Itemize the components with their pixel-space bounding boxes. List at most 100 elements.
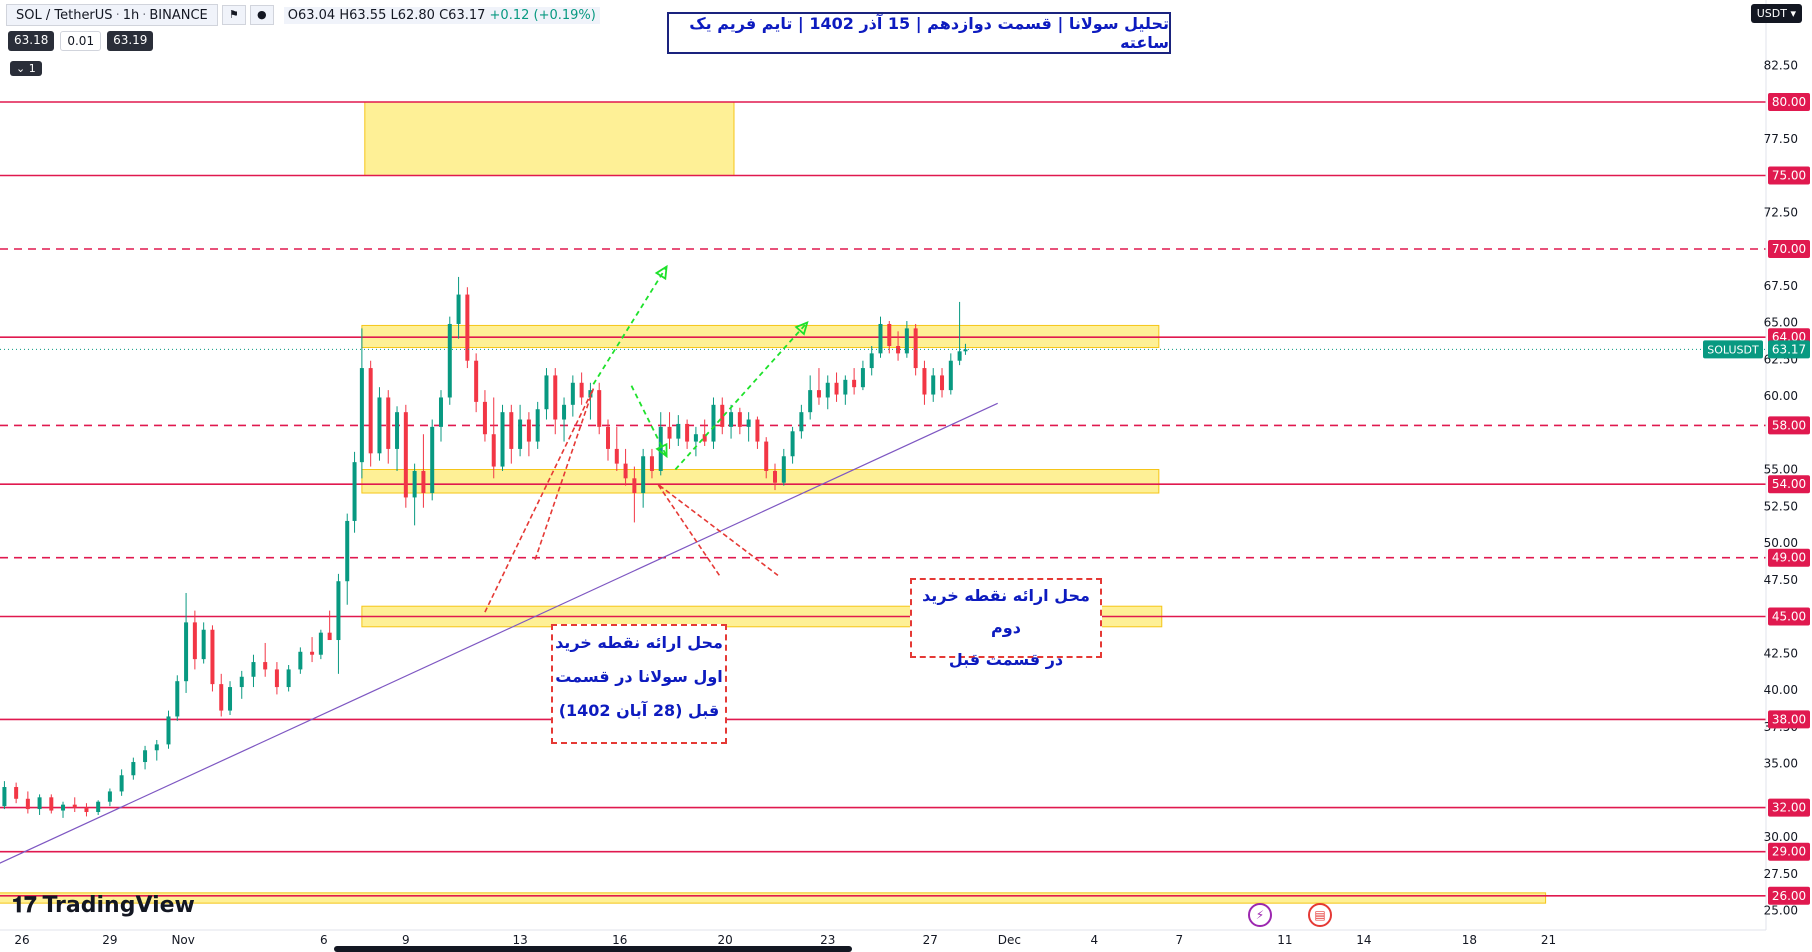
symbol-header: SOL / TetherUS · 1h · BINANCE ⚑ ● O63.04…: [6, 4, 600, 26]
x-tick-label: 29: [102, 933, 117, 947]
y-tick-label: 25.00: [1764, 904, 1798, 918]
candle-body: [667, 426, 672, 439]
indicator-collapse-button[interactable]: ⌄ 1: [10, 61, 42, 76]
candle-body: [720, 404, 725, 427]
candle-body: [963, 349, 968, 352]
candle-body: [553, 375, 558, 420]
candle-body: [131, 762, 136, 776]
symbol-name[interactable]: SOL / TetherUS: [16, 7, 113, 23]
level-badge-label: 38.00: [1772, 712, 1806, 726]
candle-body: [298, 651, 303, 670]
candle-body: [931, 375, 936, 395]
symbol-selector[interactable]: SOL / TetherUS · 1h · BINANCE: [6, 4, 218, 26]
separator: ·: [115, 7, 120, 23]
x-tick-label: 7: [1176, 933, 1184, 947]
x-tick-label: 26: [14, 933, 29, 947]
symbol-tag: [1703, 340, 1763, 359]
flag-icon[interactable]: ⚑: [221, 5, 246, 25]
candle-body: [219, 684, 224, 711]
candle-body: [940, 375, 945, 391]
x-tick-label: 16: [612, 933, 627, 947]
candle-body: [896, 346, 901, 354]
candle-body: [579, 382, 584, 398]
candle-body: [790, 431, 795, 457]
x-tick-label: Dec: [998, 933, 1021, 947]
level-badge: [1768, 710, 1810, 729]
level-badge: [1768, 607, 1810, 626]
first-buy-point-note: محل ارائه نقطه خرید اول سولانا در قسمت ق…: [551, 624, 727, 744]
candle-body: [37, 797, 42, 810]
y-tick-label: 35.00: [1764, 757, 1798, 771]
x-tick-label: 14: [1356, 933, 1371, 947]
zone-rect-2: [361, 469, 1160, 494]
bid-price[interactable]: 63.18: [8, 31, 55, 51]
y-tick-label: 42.50: [1764, 646, 1798, 660]
candle-body: [412, 470, 417, 498]
candle-body: [755, 419, 760, 442]
candle-body: [887, 323, 892, 347]
zone-rect-4: [0, 892, 1547, 904]
level-badge: [1768, 548, 1810, 567]
candle-body: [336, 581, 341, 641]
candle-body: [676, 423, 681, 439]
us-flag-event-icon[interactable]: ▤: [1308, 903, 1332, 927]
candle-body: [843, 379, 848, 395]
tradingview-logo[interactable]: 𝟏𝟕 TradingView: [12, 893, 195, 918]
dot-icon[interactable]: ●: [249, 5, 274, 25]
candle-body: [562, 404, 567, 420]
y-tick-label: 72.50: [1764, 205, 1798, 219]
time-scrollbar[interactable]: [334, 946, 852, 952]
last-price-label: 63.17: [1772, 342, 1806, 356]
candle-body: [957, 351, 962, 361]
candle-body: [327, 632, 332, 641]
candle-body: [25, 798, 30, 810]
ohlc-readout: O63.04 H63.55 L62.80 C63.17 +0.12 (+0.19…: [283, 6, 600, 24]
candle-body: [816, 390, 821, 398]
y-tick-label: 60.00: [1764, 389, 1798, 403]
y-tick-label: 52.50: [1764, 499, 1798, 513]
x-tick-label: 6: [320, 933, 328, 947]
tradingview-mark-icon: 𝟏𝟕: [12, 893, 37, 918]
candle-body: [597, 390, 602, 427]
candle-body: [175, 681, 180, 717]
y-tick-label: 47.50: [1764, 573, 1798, 587]
y-tick-label: 27.50: [1764, 867, 1798, 881]
level-badge: [1768, 475, 1810, 494]
candle-body: [368, 368, 373, 454]
candle-body: [84, 807, 89, 813]
level-badge-label: 32.00: [1772, 801, 1806, 815]
candle-body: [2, 787, 7, 807]
level-badge: [1768, 416, 1810, 435]
x-tick-label: 21: [1541, 933, 1556, 947]
candle-body: [274, 669, 279, 688]
candle-body: [869, 353, 874, 369]
x-tick-label: 20: [718, 933, 733, 947]
currency-selector[interactable]: USDT ▾: [1750, 4, 1802, 23]
ask-price[interactable]: 63.19: [107, 31, 154, 51]
y-tick-label: 40.00: [1764, 683, 1798, 697]
candle-body: [251, 662, 256, 677]
candle-body: [544, 375, 549, 410]
candle-body: [286, 669, 291, 688]
callout-pointer-0: [484, 388, 595, 613]
y-tick-label: 82.50: [1764, 58, 1798, 72]
candle-body: [948, 360, 953, 391]
level-badge-label: 54.00: [1772, 477, 1806, 491]
ohlc-close: C63.17: [439, 7, 486, 23]
ohlc-low: L62.80: [390, 7, 435, 23]
candle-body: [632, 478, 637, 494]
candle-body: [737, 412, 742, 427]
candle-body: [500, 412, 505, 467]
last-price-badge: [1768, 340, 1810, 359]
lightning-event-icon[interactable]: ⚡: [1248, 903, 1272, 927]
projection-arrowhead: [655, 442, 668, 459]
candle-body: [860, 368, 865, 388]
candle-body: [570, 382, 575, 405]
interval-label[interactable]: 1h: [122, 7, 140, 23]
candle-body: [693, 434, 698, 442]
candle-body: [263, 662, 268, 670]
candle-body: [474, 360, 479, 402]
candle-body: [239, 676, 244, 688]
candle-body: [482, 401, 487, 435]
